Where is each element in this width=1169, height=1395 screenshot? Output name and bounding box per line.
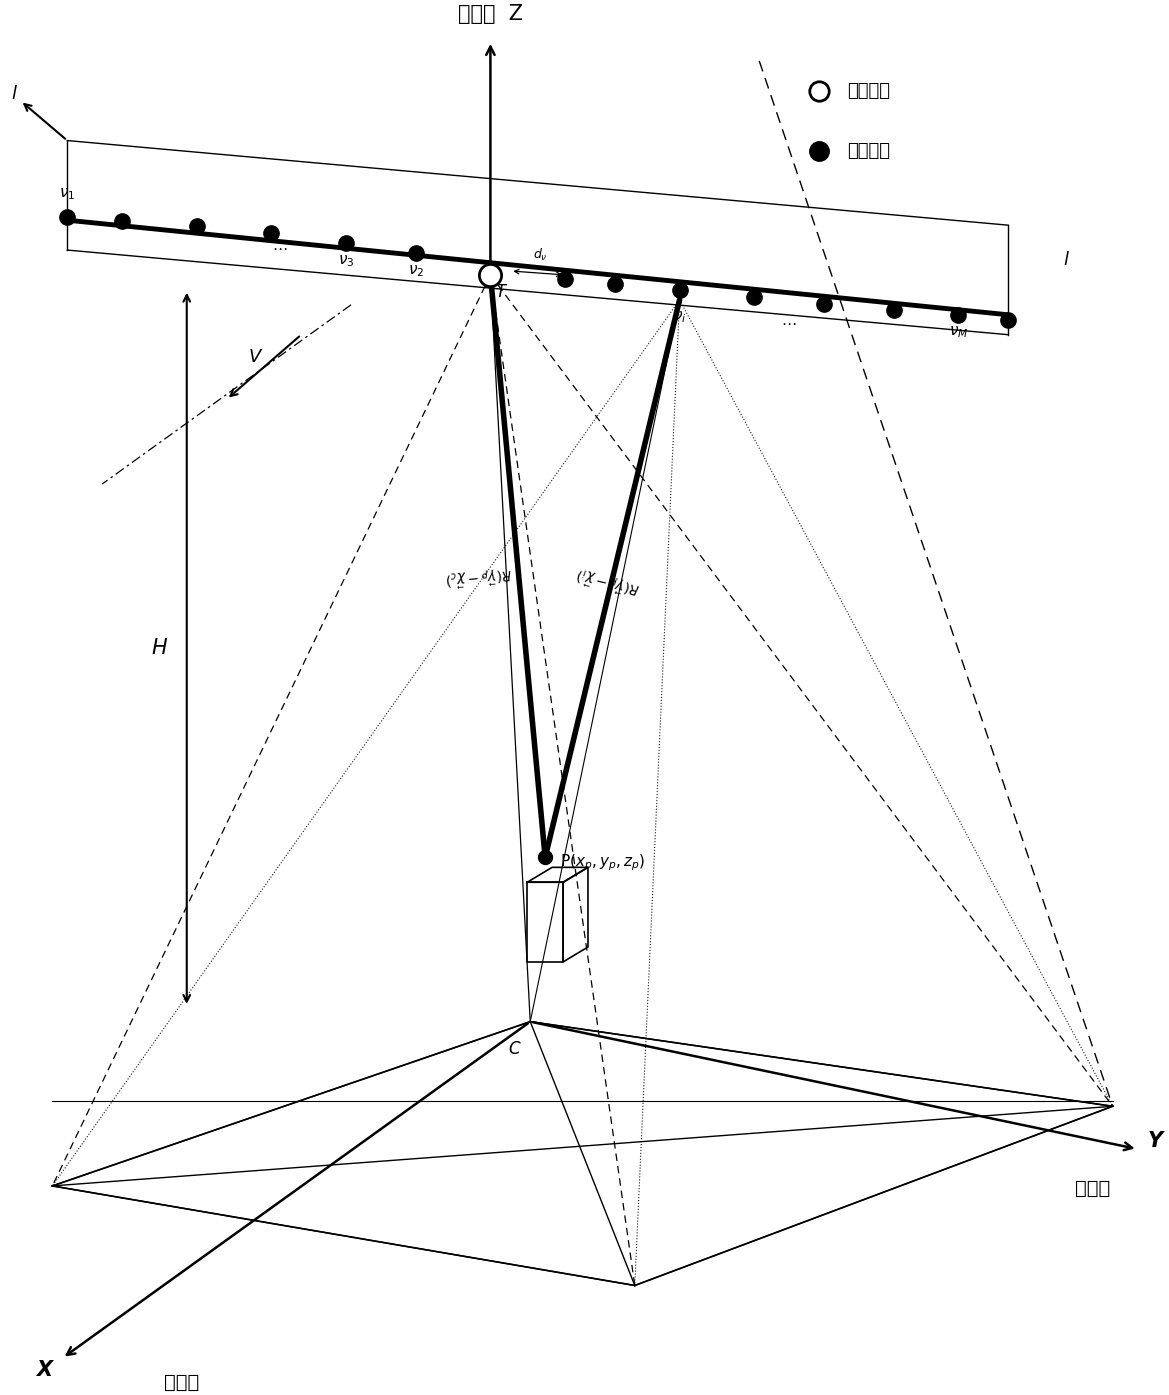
Text: 方位向: 方位向 xyxy=(164,1373,200,1392)
Text: V: V xyxy=(248,347,261,365)
Text: $R(\vec{\gamma}_P - \vec{\chi}_i)$: $R(\vec{\gamma}_P - \vec{\chi}_i)$ xyxy=(575,564,642,597)
Text: $\nu_2$: $\nu_2$ xyxy=(408,264,424,279)
Text: $\cdots$: $\cdots$ xyxy=(271,240,288,255)
Text: $\mathrm{P}(x_p, y_p, z_p)$: $\mathrm{P}(x_p, y_p, z_p)$ xyxy=(560,852,645,873)
Text: H: H xyxy=(151,639,167,658)
Text: C: C xyxy=(509,1039,520,1057)
Text: $R(\vec{\gamma}_P - \vec{\chi}_c)$: $R(\vec{\gamma}_P - \vec{\chi}_c)$ xyxy=(444,564,513,589)
Text: Y: Y xyxy=(1148,1131,1163,1151)
Text: $\nu_3$: $\nu_3$ xyxy=(338,252,354,269)
Text: $l$: $l$ xyxy=(1063,251,1070,269)
Text: 跨航向: 跨航向 xyxy=(1075,1179,1111,1198)
Text: T: T xyxy=(496,283,505,301)
Text: $l$: $l$ xyxy=(11,85,18,103)
Text: $\nu_i$: $\nu_i$ xyxy=(673,310,686,325)
Text: $\nu_M$: $\nu_M$ xyxy=(948,325,968,340)
Text: 高程向  Z: 高程向 Z xyxy=(458,4,523,24)
Text: 接收天线: 接收天线 xyxy=(846,141,890,159)
Text: 发射天线: 发射天线 xyxy=(846,82,890,100)
Text: $d_\nu$: $d_\nu$ xyxy=(533,247,547,264)
Text: $\cdots$: $\cdots$ xyxy=(781,315,797,329)
Text: X: X xyxy=(36,1360,53,1380)
Text: $\nu_1$: $\nu_1$ xyxy=(60,187,76,202)
